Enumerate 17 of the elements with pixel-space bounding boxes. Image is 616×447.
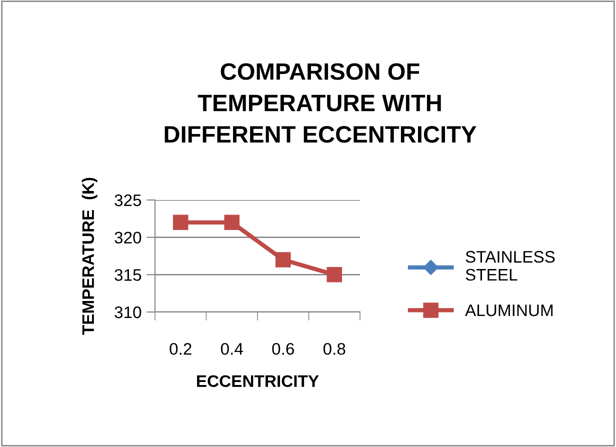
y-tick-label: 320 xyxy=(114,232,142,244)
y-axis-title: TEMPERATURE (K) xyxy=(82,178,98,335)
x-tick-label: 0.2 xyxy=(170,342,192,355)
point xyxy=(224,214,240,230)
legend-label: STAINLESS STEEL xyxy=(466,250,555,281)
x-tick-label: 0.4 xyxy=(220,342,243,355)
point xyxy=(172,214,188,230)
point xyxy=(275,252,291,268)
x-axis-title: ECCENTRICITY xyxy=(197,375,319,387)
y-tick-label: 310 xyxy=(114,306,142,318)
y-tick-label: 325 xyxy=(114,194,142,206)
y-tick-label: 315 xyxy=(114,269,142,281)
point xyxy=(326,267,342,282)
x-tick-label: 0.6 xyxy=(272,342,294,355)
legend-label: ALUMINUM xyxy=(465,304,553,316)
x-tick-label: 0.8 xyxy=(323,342,346,355)
chart-title: COMPARISON OF TEMPERATURE WITH DIFFERENT ECCENTRICITY xyxy=(164,63,476,143)
